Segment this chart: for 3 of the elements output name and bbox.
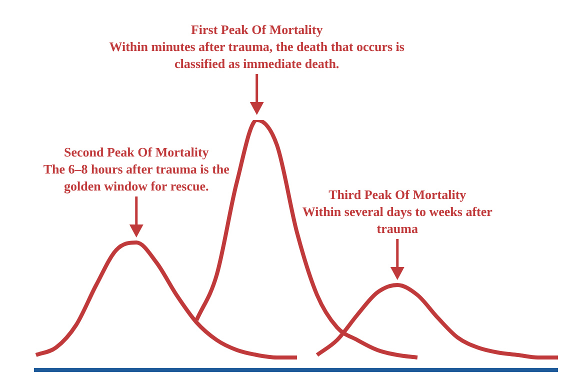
annotation: Third Peak Of Mortality Within several days to weeks after trauma [302, 187, 493, 236]
text: First Peak Of Mortality Within minutes after trauma, the death that occurs is classified as immediate death. [109, 22, 404, 71]
annotation: Second Peak Of Mortality The 6–8 hours after trauma is the golden window for rescue. [43, 144, 230, 194]
